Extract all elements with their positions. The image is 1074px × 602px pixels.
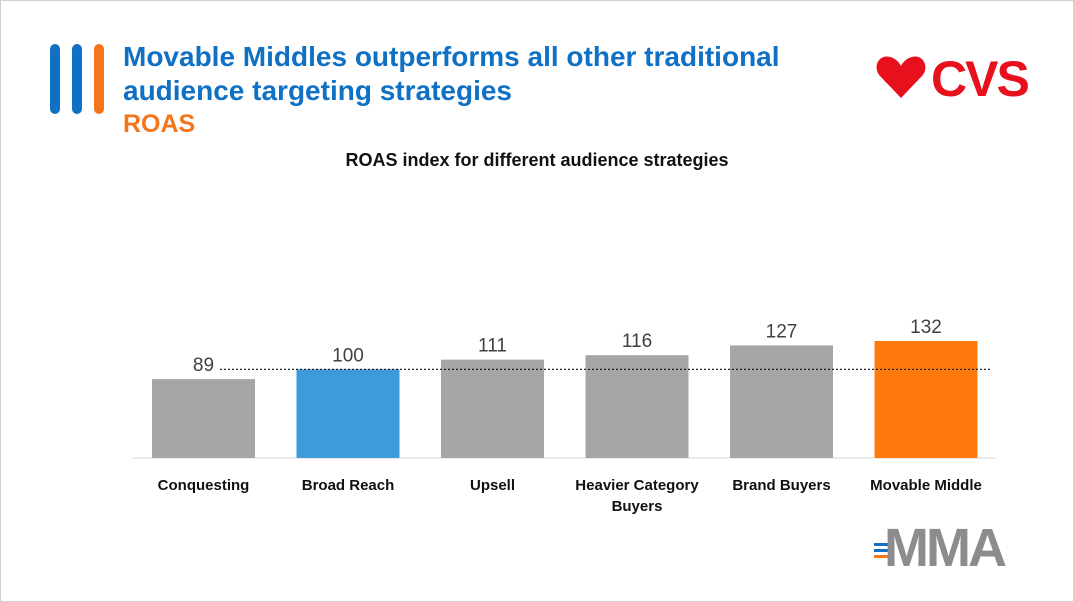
category-label: Broad Reach bbox=[302, 477, 395, 494]
cvs-logo-text: CVS bbox=[931, 52, 1028, 102]
bar bbox=[152, 379, 255, 458]
category-label: Movable Middle bbox=[870, 477, 982, 494]
mma-logo: MMA bbox=[874, 518, 1009, 570]
bar bbox=[730, 345, 833, 458]
data-label: 100 bbox=[332, 345, 364, 366]
category-label: Brand Buyers bbox=[732, 477, 830, 494]
slide-subtitle: ROAS bbox=[123, 110, 196, 138]
bar bbox=[441, 359, 544, 458]
heart-icon bbox=[876, 56, 926, 98]
cvs-logo: CVS bbox=[876, 52, 1030, 102]
mma-logo-text: MMA bbox=[884, 518, 1006, 570]
mma-bar-mark bbox=[874, 543, 890, 546]
mma-bar-mark bbox=[874, 555, 890, 558]
blue-stripe bbox=[50, 44, 60, 114]
title-accent-stripes bbox=[48, 44, 108, 116]
bar bbox=[296, 369, 400, 458]
data-label: 132 bbox=[910, 317, 942, 338]
blue-stripe bbox=[72, 44, 82, 114]
bar bbox=[585, 355, 689, 458]
data-label: 116 bbox=[622, 331, 652, 352]
orange-stripe bbox=[94, 44, 104, 114]
category-label: Heavier Category bbox=[575, 477, 699, 494]
data-label: 89 bbox=[193, 355, 214, 376]
data-label: 127 bbox=[766, 321, 798, 342]
category-label: Buyers bbox=[612, 498, 663, 515]
slide-title: Movable Middles outperforms all other tr… bbox=[123, 41, 780, 106]
data-label: 111 bbox=[478, 336, 507, 357]
mma-bar-mark bbox=[874, 549, 890, 552]
bar bbox=[874, 341, 978, 458]
category-label: Upsell bbox=[470, 477, 515, 494]
category-label: Conquesting bbox=[158, 477, 250, 494]
chart-title: ROAS index for different audience strate… bbox=[345, 150, 729, 170]
